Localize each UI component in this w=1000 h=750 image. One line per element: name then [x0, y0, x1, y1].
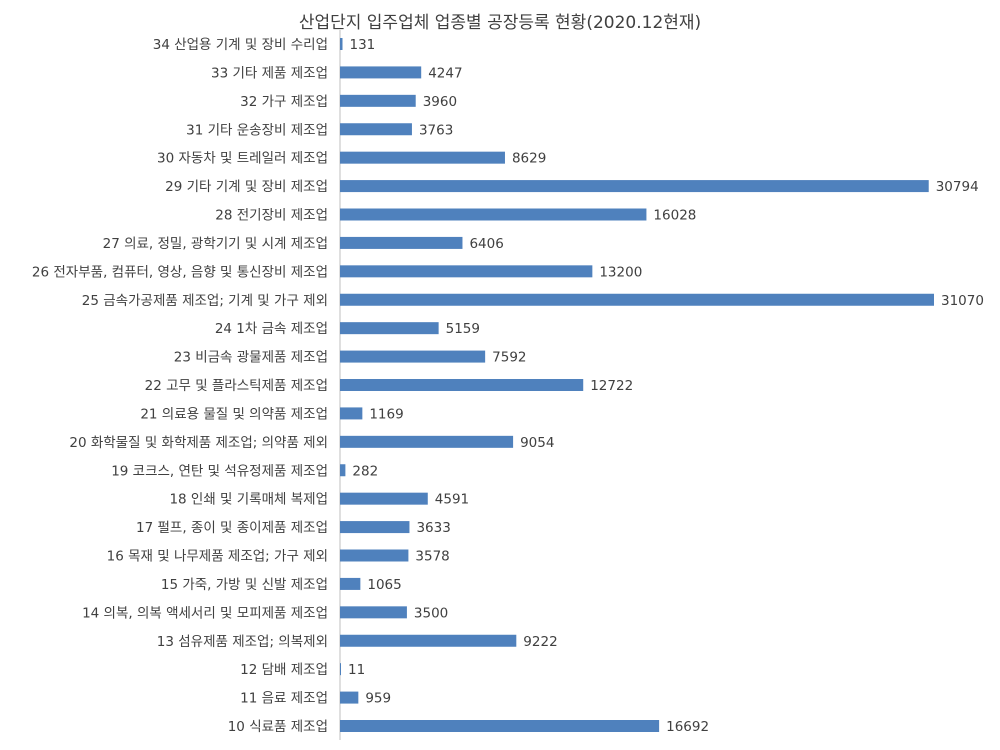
data-label: 12722	[590, 378, 633, 394]
category-label: 25 금속가공제품 제조업; 기계 및 가구 제외	[82, 293, 328, 309]
bar	[340, 464, 346, 477]
category-label: 17 펄프, 종이 및 종이제품 제조업	[136, 520, 328, 536]
data-label: 5159	[446, 321, 480, 337]
category-label: 11 음료 제조업	[240, 691, 328, 707]
chart-title: 산업단지 입주업체 업종별 공장등록 현황(2020.12현재)	[298, 13, 702, 33]
bar	[340, 691, 359, 704]
data-label: 3633	[416, 520, 450, 536]
data-label: 11	[348, 662, 365, 678]
bar	[340, 350, 486, 363]
data-label: 9054	[520, 435, 554, 451]
category-label: 33 기타 제품 제조업	[211, 65, 328, 81]
data-label: 8629	[512, 151, 546, 167]
category-label: 14 의복, 의복 액세서리 및 모피제품 제조업	[82, 605, 328, 621]
data-label: 282	[352, 463, 378, 479]
bar	[340, 577, 361, 590]
bar	[340, 663, 341, 676]
category-label: 20 화학물질 및 화학제품 제조업; 의약품 제외	[69, 435, 328, 451]
category-label: 16 목재 및 나무제품 제조업; 가구 제외	[107, 549, 328, 565]
bar	[340, 606, 407, 619]
bar	[340, 379, 584, 391]
data-label: 31070	[941, 293, 984, 309]
category-label: 31 기타 운송장비 제조업	[186, 122, 328, 138]
data-label: 4247	[428, 65, 462, 81]
bar	[340, 435, 514, 448]
data-label: 16692	[666, 719, 709, 735]
bar	[340, 549, 409, 562]
category-label: 24 1차 금속 제조업	[215, 321, 328, 337]
data-label: 1065	[367, 577, 401, 593]
category-label: 15 가죽, 가방 및 신발 제조업	[161, 577, 328, 593]
data-label: 6406	[469, 236, 503, 252]
bar	[340, 208, 647, 221]
bar	[340, 492, 428, 505]
bar	[340, 236, 463, 249]
category-label: 22 고무 및 플라스틱제품 제조업	[145, 378, 328, 394]
data-label: 131	[350, 37, 376, 53]
data-label: 16028	[653, 208, 696, 224]
data-label: 4591	[435, 492, 469, 508]
data-label: 3960	[423, 94, 457, 110]
category-label: 32 가구 제조업	[240, 94, 328, 110]
data-label: 13200	[599, 264, 642, 280]
bar	[340, 66, 422, 79]
category-label: 21 의료용 물질 및 의약품 제조업	[140, 406, 328, 422]
data-label: 30794	[936, 179, 979, 195]
category-label: 28 전기장비 제조업	[215, 208, 328, 224]
data-label: 3763	[419, 122, 453, 138]
data-label: 3578	[415, 549, 449, 565]
category-label: 19 코크스, 연탄 및 석유정제품 제조업	[111, 463, 328, 479]
category-label: 26 전자부품, 컴퓨터, 영상, 음향 및 통신장비 제조업	[32, 264, 328, 280]
bar	[340, 265, 593, 278]
data-label: 3500	[414, 605, 448, 621]
bar	[340, 180, 929, 193]
data-label: 9222	[523, 634, 557, 650]
category-label: 27 의료, 정밀, 광학기기 및 시계 제조업	[103, 236, 328, 252]
category-label: 18 인쇄 및 기록매체 복제업	[169, 492, 328, 508]
category-label: 10 식료품 제조업	[228, 719, 328, 735]
bar	[340, 151, 505, 164]
bar	[340, 634, 517, 647]
data-label: 7592	[492, 350, 526, 366]
bar	[340, 293, 934, 306]
data-label: 1169	[369, 406, 403, 422]
bar	[340, 94, 416, 107]
bar	[340, 38, 343, 50]
category-label: 23 비금속 광물제품 제조업	[174, 350, 328, 366]
category-label: 30 자동차 및 트레일러 제조업	[157, 151, 328, 167]
bar	[340, 521, 410, 534]
category-label: 29 기타 기계 및 장비 제조업	[165, 179, 328, 195]
category-label: 13 섬유제품 제조업; 의복제외	[157, 634, 328, 650]
bar	[340, 123, 412, 136]
category-label: 34 산업용 기계 및 장비 수리업	[153, 37, 328, 53]
bar	[340, 407, 363, 420]
bar	[340, 322, 439, 335]
bar	[340, 720, 660, 732]
category-label: 12 담배 제조업	[240, 662, 328, 678]
data-label: 959	[365, 691, 391, 707]
